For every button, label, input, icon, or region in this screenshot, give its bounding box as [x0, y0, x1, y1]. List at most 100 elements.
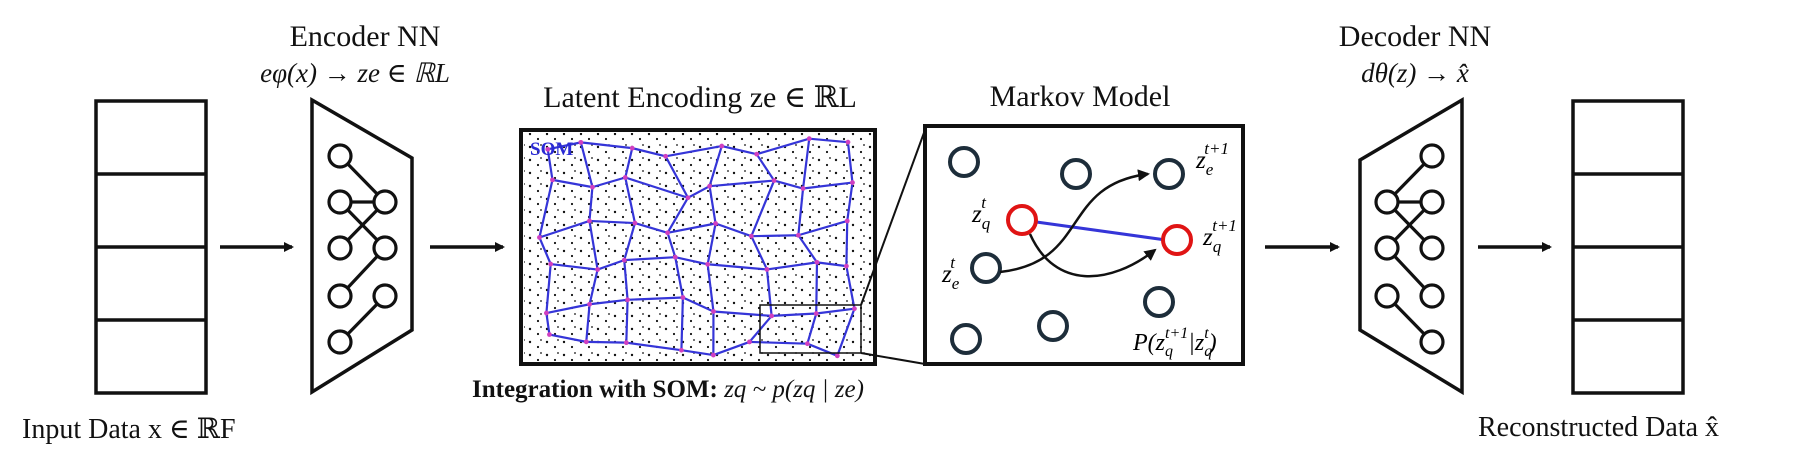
som-edge: [712, 340, 750, 357]
som-edge: [545, 312, 551, 335]
som-node: [845, 139, 851, 145]
som-node: [663, 153, 669, 159]
som-node: [834, 353, 840, 359]
som-node: [747, 339, 752, 345]
som-node: [852, 306, 857, 312]
som-node: [754, 151, 760, 157]
som-edge: [549, 333, 587, 343]
som-edge: [680, 297, 684, 351]
som-edge: [798, 219, 848, 237]
som-edge: [846, 142, 854, 183]
som-edge: [626, 341, 682, 352]
som-node: [680, 295, 686, 300]
som-edge: [589, 219, 635, 225]
label-ze-t: zet: [941, 253, 960, 293]
som-edge: [674, 256, 684, 298]
som-edge: [624, 256, 676, 262]
som-edge: [801, 138, 811, 189]
som-node: [587, 218, 592, 224]
som-node: [583, 339, 589, 345]
input-data-block: [94, 99, 208, 395]
zq-t-node: [1006, 204, 1038, 236]
som-node: [590, 184, 595, 190]
transition-probability: P(zqt+1|zqt): [1132, 325, 1217, 360]
som-node: [844, 218, 850, 224]
som-node: [719, 143, 725, 149]
som-edge: [634, 222, 668, 234]
markov-model-box: zet+1 zqt zqt+1 zet P(zqt+1|zqt): [923, 124, 1245, 366]
integration-equation: zq ~ p(zq | ze): [724, 376, 864, 403]
som-node: [544, 310, 549, 316]
som-edge: [708, 145, 723, 187]
som-node: [625, 297, 630, 303]
som-edge: [815, 262, 819, 314]
output-data-block: [1571, 99, 1685, 395]
som-edge: [845, 265, 856, 309]
som-node: [771, 178, 777, 183]
som-edge: [675, 256, 708, 266]
som-edge: [545, 263, 552, 314]
som-edge: [589, 298, 628, 306]
som-edge: [816, 261, 847, 268]
som-edge: [836, 308, 856, 357]
som-node: [850, 180, 855, 185]
som-node: [769, 313, 775, 319]
zoom-line-top: [860, 129, 926, 306]
som-edge: [552, 178, 593, 189]
decoder-network: [1358, 96, 1464, 396]
som-edge: [845, 220, 849, 267]
markov-title: Markov Model: [989, 80, 1171, 113]
som-edge: [816, 307, 855, 315]
som-edge: [765, 269, 773, 317]
som-node: [537, 235, 542, 240]
som-node: [685, 195, 691, 201]
input-label: Input Data x ∈ ℝF: [22, 414, 236, 445]
latent-nodes: [948, 146, 1185, 355]
som-edge: [721, 144, 757, 156]
som-node: [705, 261, 711, 267]
transition-arrow-upper: [999, 169, 1150, 274]
som-edge: [588, 187, 594, 222]
som-edge: [665, 144, 722, 158]
som-edge: [625, 299, 629, 343]
som-edge: [756, 137, 810, 156]
som-edge: [539, 219, 590, 239]
som-edge: [627, 296, 683, 301]
som-edge: [713, 310, 772, 318]
som-node: [806, 136, 812, 142]
som-node: [629, 145, 635, 151]
som-latent-box: SOM: [519, 128, 877, 366]
som-edge: [624, 177, 637, 224]
som-node: [623, 340, 629, 346]
decoder-title: Decoder NN: [1338, 20, 1492, 53]
som-edge: [550, 262, 598, 271]
som-edge: [709, 179, 775, 188]
som-edge: [750, 235, 768, 270]
som-zoom-region: [759, 304, 862, 354]
som-edge: [592, 176, 626, 189]
som-node: [795, 232, 801, 238]
som-node: [679, 347, 684, 353]
som-node: [578, 139, 584, 145]
som-edge: [538, 179, 554, 238]
som-node: [814, 259, 820, 265]
som-edge: [708, 185, 717, 224]
integration-caption: Integration with SOM: zq ~ p(zq | ze): [472, 376, 864, 404]
som-edge: [706, 264, 715, 312]
som-edge: [585, 304, 591, 342]
som-node: [550, 177, 555, 183]
som-node: [713, 221, 718, 226]
integration-bold: Integration with SOM:: [472, 376, 718, 403]
label-ze-t1: zet+1: [1195, 139, 1229, 179]
som-edge: [580, 141, 633, 150]
som-node: [548, 261, 554, 267]
som-edge: [715, 222, 752, 238]
som-edge: [623, 260, 629, 300]
output-label: Reconstructed Data x̂: [1478, 412, 1720, 443]
decoder-equation: dθ(z) → x̂: [1361, 58, 1469, 88]
som-node: [621, 257, 627, 263]
som-node: [711, 309, 716, 314]
som-node: [587, 301, 592, 307]
som-edge: [707, 263, 768, 271]
som-edge: [597, 259, 625, 271]
